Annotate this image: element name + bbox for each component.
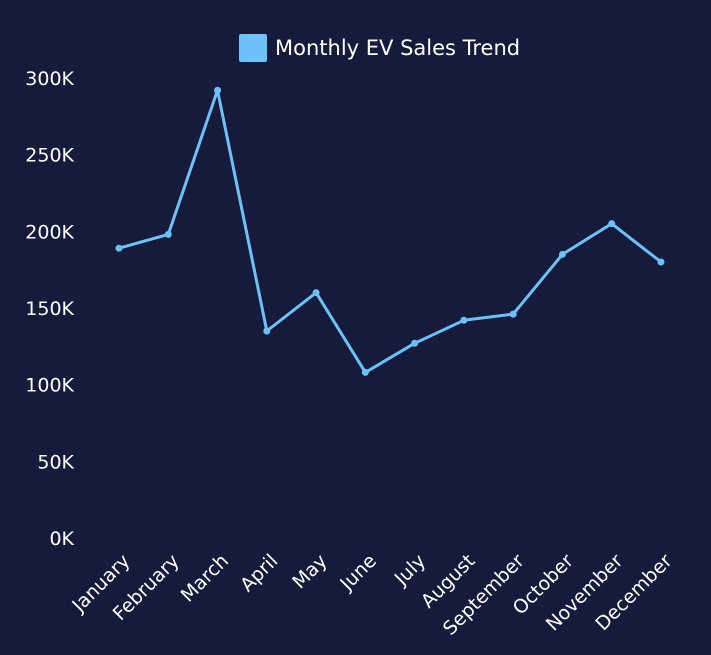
data-point-december: [657, 258, 665, 266]
x-tick-label: March: [177, 550, 234, 607]
data-point-june: [361, 368, 369, 376]
y-tick-label: 300K: [25, 68, 74, 90]
x-tick-label: May: [288, 550, 331, 593]
y-tick-label: 100K: [25, 375, 74, 397]
legend-label: Monthly EV Sales Trend: [275, 36, 520, 60]
data-point-september: [509, 310, 517, 318]
data-point-november: [608, 220, 616, 228]
y-tick-label: 50K: [37, 451, 74, 473]
data-point-october: [558, 250, 566, 258]
data-point-february: [164, 230, 172, 238]
data-point-july: [411, 339, 419, 347]
data-point-january: [115, 244, 123, 252]
legend: Monthly EV Sales Trend: [239, 34, 520, 62]
y-tick-label: 200K: [25, 221, 74, 243]
y-tick-label: 250K: [25, 145, 74, 167]
x-tick-label: July: [390, 550, 430, 590]
y-axis: 0K 50K 100K 150K 200K 250K 300K: [25, 68, 74, 550]
data-point-march: [214, 86, 222, 94]
data-point-may: [312, 289, 320, 297]
y-tick-label: 0K: [49, 528, 74, 550]
data-point-april: [263, 327, 271, 335]
x-tick-label: June: [335, 550, 381, 596]
y-tick-label: 150K: [25, 298, 74, 320]
legend-swatch: [239, 34, 267, 62]
x-tick-label: April: [236, 550, 282, 596]
series-layer: [115, 86, 665, 376]
series-line: [117, 88, 663, 374]
data-point-august: [460, 316, 468, 324]
